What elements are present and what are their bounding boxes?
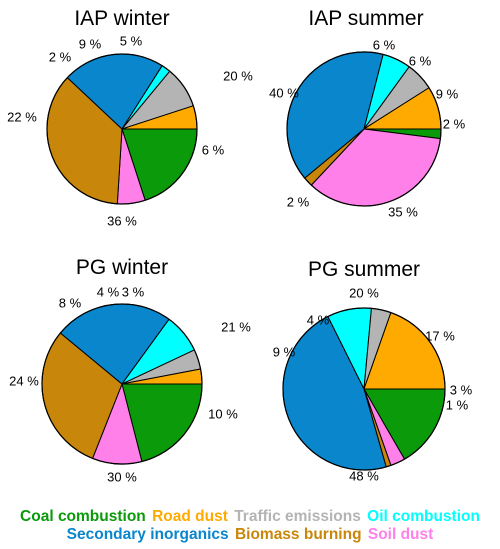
slice-label: 2 % [49, 50, 72, 65]
slice-label: 40 % [269, 86, 299, 101]
pie-outline [41, 303, 203, 465]
legend-entry: Soil dust [367, 526, 434, 543]
slice-label: 36 % [107, 214, 137, 229]
slice-label: 4 % [97, 285, 120, 300]
legend-entry: Traffic emissions [234, 508, 361, 525]
pie-outline [286, 51, 442, 207]
slice-label: 4 % [307, 313, 330, 328]
pie-outline [282, 307, 446, 471]
slice-label: 9 % [79, 37, 102, 52]
slice-label: 20 % [349, 286, 379, 301]
legend-entry: Secondary inorganics [66, 526, 229, 543]
pie-outline [46, 53, 198, 205]
slice-label: 3 % [122, 285, 145, 300]
slice-label: 21 % [221, 320, 251, 335]
slice-label: 48 % [349, 469, 379, 484]
slice-label: 24 % [9, 374, 39, 389]
slice-label: 10 % [208, 407, 238, 422]
slice-label: 1 % [446, 398, 469, 413]
slice-label: 2 % [443, 117, 466, 132]
slice-label: 20 % [223, 69, 253, 84]
legend-row-1: Coal combustion Road dust Traffic emissi… [0, 508, 500, 526]
slice-label: 6 % [409, 54, 432, 69]
slice-label: 2 % [287, 195, 310, 210]
chart-title: PG winter [76, 256, 168, 279]
slice-label: 5 % [120, 34, 143, 49]
legend-entry: Biomass burning [234, 526, 362, 543]
chart-title: IAP winter [74, 7, 169, 30]
slice-label: 3 % [450, 383, 473, 398]
pie-chart-3: PG winter 21 % 10 % 30 % 24 % 8 % 4 % 3 % [9, 256, 251, 485]
slice-label: 22 % [7, 110, 37, 125]
legend-row-2: Secondary inorganics Biomass burning Soi… [0, 526, 500, 544]
slice-label: 17 % [425, 329, 455, 344]
pie-chart-1: IAP winter 20 % 6 % 36 % 22 % 2 % 9 % 5 % [7, 7, 253, 229]
slice-label: 6 % [202, 143, 225, 158]
slice-label: 6 % [373, 38, 396, 53]
slice-label: 35 % [388, 205, 418, 220]
legend-entry: Oil combustion [367, 508, 480, 525]
chart-title: IAP summer [308, 7, 423, 30]
slice-label: 8 % [59, 296, 82, 311]
pie-chart-2: IAP summer 2 % 35 % 2 % 40 % 6 % 6 % 9 % [269, 7, 465, 220]
slice-label: 9 % [436, 87, 459, 102]
legend-entry: Coal combustion [20, 508, 146, 525]
slice-label: 30 % [107, 470, 137, 485]
chart-title: PG summer [308, 258, 420, 281]
legend-entry: Road dust [152, 508, 228, 525]
